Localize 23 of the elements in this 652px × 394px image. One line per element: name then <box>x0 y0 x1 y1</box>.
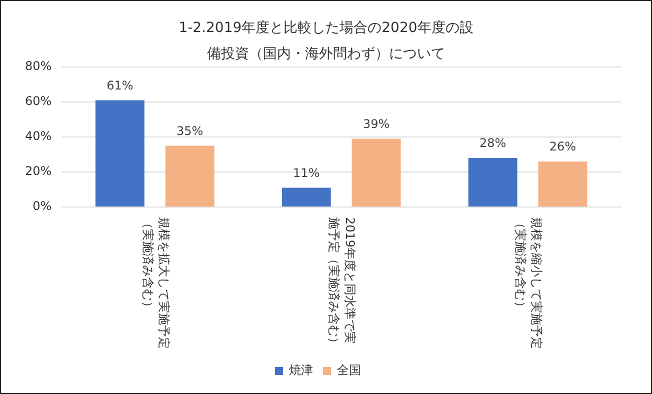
data-label: 11% <box>293 166 320 180</box>
bar <box>165 146 214 206</box>
chart-title: 1-2.2019年度と比較した場合の2020年度の設備投資（国内・海外問わず）について <box>178 19 474 64</box>
y-tick-label: 40% <box>25 129 52 144</box>
y-tick-label: 80% <box>25 59 52 74</box>
legend-label: 焼津 <box>289 363 313 378</box>
y-tick-label: 0% <box>32 199 52 214</box>
x-tick-label: 規模を拡大して実施予定（実施済み含む） <box>140 217 171 349</box>
data-label: 26% <box>549 140 576 154</box>
bar <box>538 162 588 206</box>
data-label: 39% <box>362 116 390 131</box>
data-label: 35% <box>176 124 204 138</box>
bar <box>95 100 144 206</box>
legend-label: 全国 <box>337 363 361 378</box>
bar <box>352 138 401 206</box>
bar <box>468 158 518 206</box>
y-tick-label: 20% <box>25 164 52 178</box>
y-tick-label: 60% <box>25 94 52 108</box>
bar <box>282 188 331 206</box>
data-label: 61% <box>106 78 134 92</box>
data-label: 28% <box>479 136 506 150</box>
x-tick-label: 2019年度と同水準で実施予定（実施済み含む） <box>327 217 358 349</box>
x-tick-label: 規模を縮小して実施予定（実施済み含む） <box>514 217 544 349</box>
